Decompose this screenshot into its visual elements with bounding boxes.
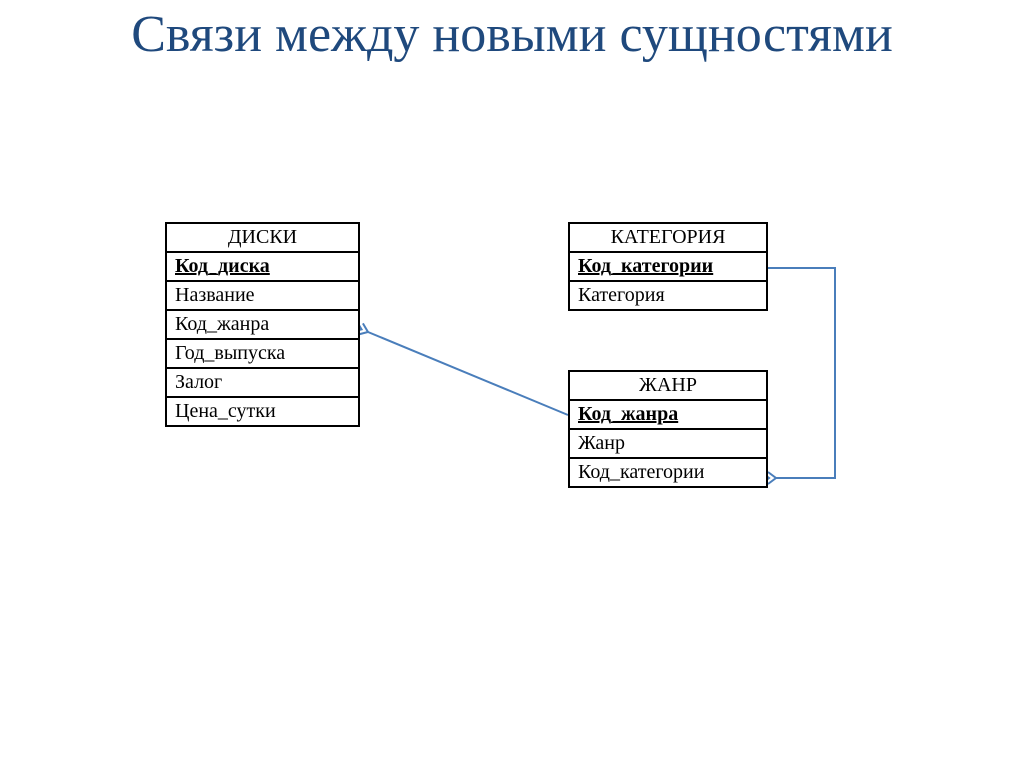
entity-disks-field-1: Название [165, 282, 360, 311]
entity-disks-field-0: Код_диска [165, 253, 360, 282]
er-diagram: ДИСКИ Код_диска Название Код_жанра Год_в… [0, 0, 1024, 767]
entity-genre-field-1: Жанр [568, 430, 768, 459]
entity-category: КАТЕГОРИЯ Код_категории Категория [568, 222, 768, 311]
connections-layer [0, 0, 1024, 767]
entity-disks-title: ДИСКИ [165, 222, 360, 253]
entity-disks-field-5: Цена_сутки [165, 398, 360, 427]
entity-genre-field-2: Код_категории [568, 459, 768, 488]
entity-category-field-1: Категория [568, 282, 768, 311]
entity-genre-field-0: Код_жанра [568, 401, 768, 430]
edge-genre-to-disks [368, 332, 568, 415]
entity-genre-title: ЖАНР [568, 370, 768, 401]
entity-disks: ДИСКИ Код_диска Название Код_жанра Год_в… [165, 222, 360, 427]
entity-category-title: КАТЕГОРИЯ [568, 222, 768, 253]
entity-disks-field-4: Залог [165, 369, 360, 398]
entity-category-field-0: Код_категории [568, 253, 768, 282]
entity-disks-field-2: Код_жанра [165, 311, 360, 340]
entity-disks-field-3: Год_выпуска [165, 340, 360, 369]
edge-category-to-genre [768, 268, 835, 478]
entity-genre: ЖАНР Код_жанра Жанр Код_категории [568, 370, 768, 488]
